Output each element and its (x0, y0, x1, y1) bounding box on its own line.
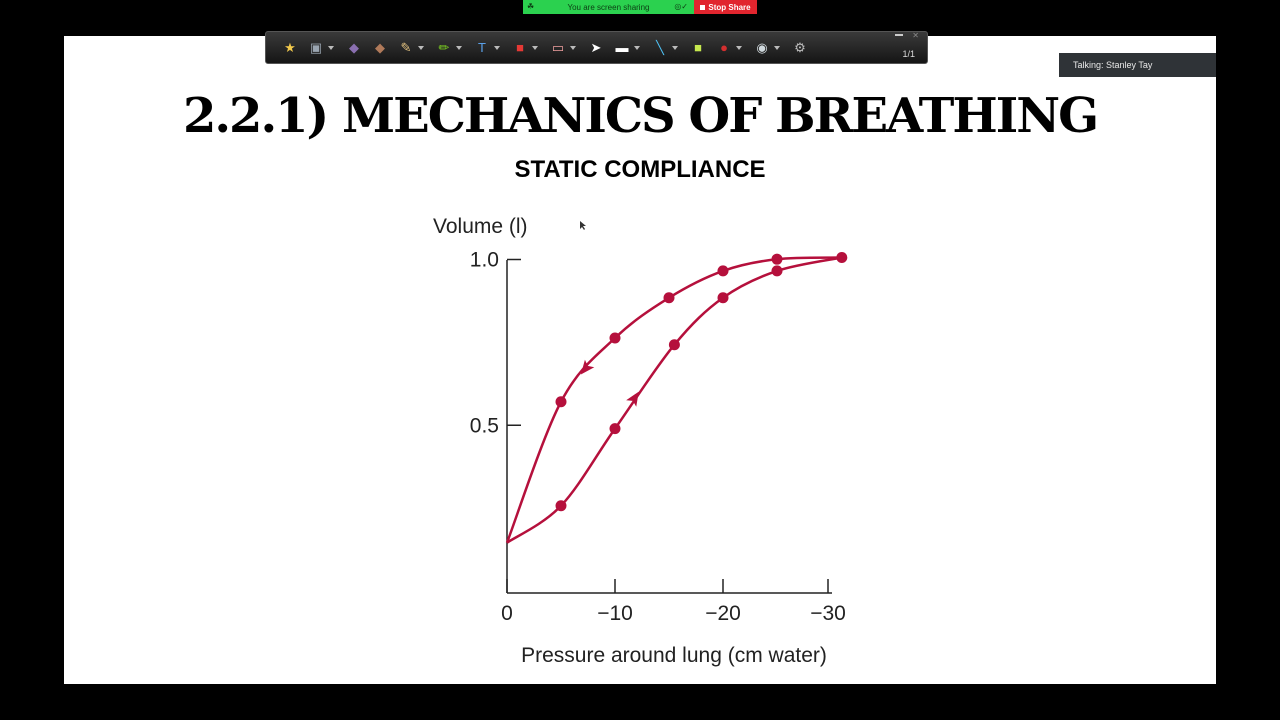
deflation-point (717, 265, 729, 277)
slide-title: 2.2.1) MECHANICS OF BREATHING (182, 88, 1099, 144)
share-leaf-icon: ☘ (527, 2, 535, 11)
close-icon[interactable]: ✕ (912, 31, 919, 40)
star-page-icon[interactable]: ★ (284, 39, 296, 55)
y-tick-label: 1.0 (470, 249, 499, 272)
share-status: ☘ You are screen sharing ◎✓ (523, 0, 694, 14)
share-status-text: You are screen sharing (567, 2, 650, 12)
deflation-point (555, 396, 567, 408)
static-compliance-chart: Volume (l) Pressure around lung (cm wate… (433, 215, 848, 667)
dropdown-caret-icon[interactable] (736, 45, 742, 50)
inflation-point (836, 252, 848, 263)
deflation-point (663, 292, 675, 304)
pen-icon[interactable]: ✎ (400, 39, 412, 55)
inflation-point (668, 339, 680, 351)
direction-arrows (580, 359, 639, 407)
dropdown-caret-icon[interactable] (456, 45, 462, 50)
dropdown-caret-icon[interactable] (328, 45, 334, 50)
line-tool-icon[interactable]: ╲ (656, 39, 664, 55)
y-axis-label: Volume (l) (433, 215, 528, 238)
x-ticks: 0 −10 −20 −30 (501, 579, 846, 625)
text-icon[interactable]: T (478, 40, 486, 55)
inflation-point (609, 423, 621, 435)
inflation-point (771, 265, 783, 277)
x-tick-label: 0 (501, 602, 513, 625)
markers (555, 252, 848, 512)
deflation-point (771, 253, 783, 265)
minimize-icon[interactable] (895, 34, 903, 36)
settings-gear-icon[interactable]: ⚙ (794, 39, 806, 55)
presentation-slide: 2.2.1) MECHANICS OF BREATHING STATIC COM… (64, 36, 1216, 684)
eraser-icon[interactable]: ▭ (551, 39, 565, 55)
x-tick-label: −10 (597, 602, 633, 625)
x-tick-label: −30 (810, 602, 846, 625)
record-icon[interactable]: ● (720, 40, 728, 55)
screen-sharing-bar: ☘ You are screen sharing ◎✓ Stop Share (523, 0, 757, 14)
save-icon[interactable]: ▣ (309, 39, 323, 55)
x-tick-label: −20 (705, 602, 741, 625)
talking-indicator: Talking: Stanley Tay (1059, 53, 1216, 77)
page-counter: 1/1 (902, 49, 915, 59)
stop-share-label: Stop Share (708, 2, 751, 12)
annotation-toolbar: ★ ▣ ◆ ◆ ✎ ✏ T ■ ▭ ➤ ▬ ╲ ■ ● ◉ ⚙ ✕ 1/1 (265, 31, 928, 64)
dropdown-caret-icon[interactable] (672, 45, 678, 50)
y-ticks: 0.5 1.0 (470, 249, 521, 437)
inflation-arrow (626, 391, 639, 407)
inflation-point (555, 500, 567, 512)
dropdown-caret-icon[interactable] (634, 45, 640, 50)
y-tick-label: 0.5 (470, 414, 499, 437)
tool-row: ★ ▣ ◆ ◆ ✎ ✏ T ■ ▭ ➤ ▬ ╲ ■ ● ◉ ⚙ (280, 38, 816, 58)
webcam-icon[interactable]: ◉ (756, 39, 768, 55)
dropdown-caret-icon[interactable] (418, 45, 424, 50)
x-axis-label: Pressure around lung (cm water) (521, 644, 827, 667)
whiteboard-icon[interactable]: ▬ (615, 40, 629, 55)
pointer-icon[interactable]: ➤ (590, 39, 602, 55)
previous-page-icon[interactable]: ◆ (349, 39, 359, 55)
screen-region-icon[interactable]: ■ (694, 40, 702, 55)
shield-icon: ◎✓ (674, 2, 688, 11)
dropdown-caret-icon[interactable] (774, 45, 780, 50)
shapes-icon[interactable]: ■ (516, 40, 524, 55)
stop-share-button[interactable]: Stop Share (694, 0, 757, 14)
mouse-cursor-icon (580, 221, 586, 230)
deflation-arrow (580, 359, 595, 375)
deflation-point (609, 332, 621, 344)
dropdown-caret-icon[interactable] (570, 45, 576, 50)
stop-icon (700, 4, 706, 10)
dropdown-caret-icon[interactable] (494, 45, 500, 50)
dropdown-caret-icon[interactable] (532, 45, 538, 50)
slide-subtitle: STATIC COMPLIANCE (514, 156, 766, 183)
inflation-point (717, 292, 729, 304)
next-page-icon[interactable]: ◆ (375, 39, 385, 55)
highlighter-icon[interactable]: ✏ (438, 39, 450, 55)
